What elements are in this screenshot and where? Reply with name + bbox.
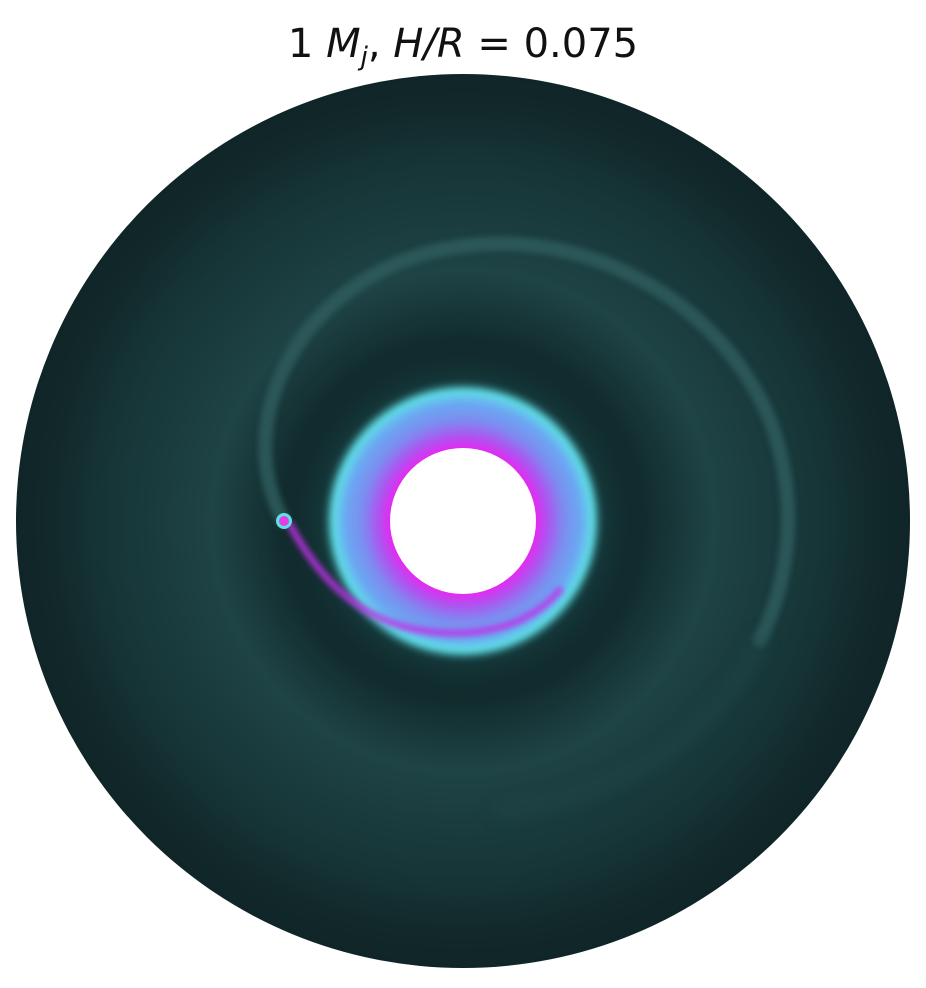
title-separator: , [367,21,394,67]
outer-spiral-arm-faint [494,634,766,816]
inner-spiral-arm [286,521,564,637]
planet-core [279,516,289,526]
title-mass-subscript: j [360,42,368,72]
title-ratio-label: H/R [393,21,465,67]
outer-spiral-arm [258,236,796,647]
title-prefix: 1 [287,21,327,67]
inner-hole [390,448,536,594]
title-mass-symbol: M [326,21,361,67]
plot-title: 1 Mj, H/R = 0.075 [0,14,926,74]
title-equals: = [464,21,524,67]
title-value: 0.075 [523,21,639,67]
